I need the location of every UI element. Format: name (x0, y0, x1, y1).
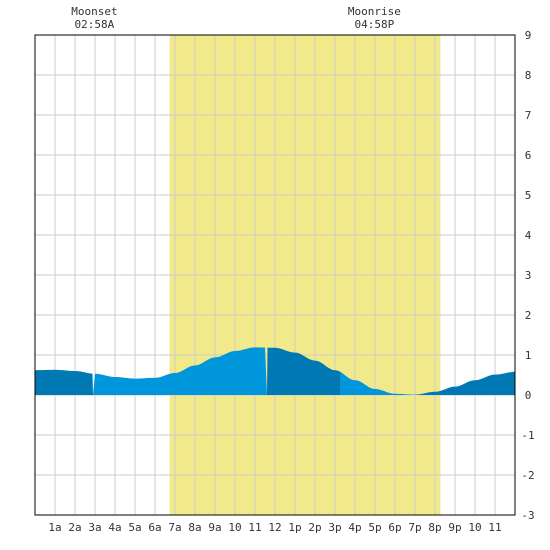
x-tick-label: 5a (128, 521, 141, 534)
x-tick-label: 9a (208, 521, 221, 534)
y-tick-label: 7 (525, 109, 532, 122)
y-tick-label: -1 (521, 429, 534, 442)
x-tick-label: 10 (468, 521, 481, 534)
x-tick-label: 4p (348, 521, 361, 534)
x-tick-label: 1p (288, 521, 301, 534)
y-tick-label: 2 (525, 309, 532, 322)
tide-area-segment (267, 347, 340, 395)
y-tick-label: 6 (525, 149, 532, 162)
x-tick-label: 11 (248, 521, 261, 534)
tide-area-segment (340, 371, 413, 395)
x-tick-label: 11 (488, 521, 501, 534)
y-tick-label: 9 (525, 29, 532, 42)
x-tick-label: 7a (168, 521, 181, 534)
y-tick-label: -3 (521, 509, 534, 522)
x-tick-label: 7p (408, 521, 421, 534)
y-tick-label: 3 (525, 269, 532, 282)
moon-event-label: Moonset (71, 5, 117, 18)
x-tick-label: 12 (268, 521, 281, 534)
x-tick-label: 2a (68, 521, 81, 534)
x-tick-label: 10 (228, 521, 241, 534)
x-tick-label: 2p (308, 521, 321, 534)
x-tick-label: 8a (188, 521, 201, 534)
x-tick-label: 3a (88, 521, 101, 534)
y-tick-label: 8 (525, 69, 532, 82)
y-tick-label: 5 (525, 189, 532, 202)
moon-event-time: 02:58A (75, 18, 115, 31)
moon-event-label: Moonrise (348, 5, 401, 18)
tide-area-segment (93, 347, 267, 395)
y-tick-label: 4 (525, 229, 532, 242)
tide-area-segment (35, 369, 93, 395)
x-tick-label: 5p (368, 521, 381, 534)
x-tick-label: 9p (448, 521, 461, 534)
plot-frame (34, 34, 516, 516)
x-tick-label: 6p (388, 521, 401, 534)
x-tick-label: 6a (148, 521, 161, 534)
x-tick-label: 4a (108, 521, 121, 534)
moon-event-time: 04:58P (355, 18, 395, 31)
x-tick-label: 3p (328, 521, 341, 534)
tide-area-segment (413, 371, 515, 395)
y-tick-label: 0 (525, 389, 532, 402)
x-tick-label: 8p (428, 521, 441, 534)
y-tick-label: -2 (521, 469, 534, 482)
y-tick-label: 1 (525, 349, 532, 362)
x-tick-label: 1a (48, 521, 61, 534)
